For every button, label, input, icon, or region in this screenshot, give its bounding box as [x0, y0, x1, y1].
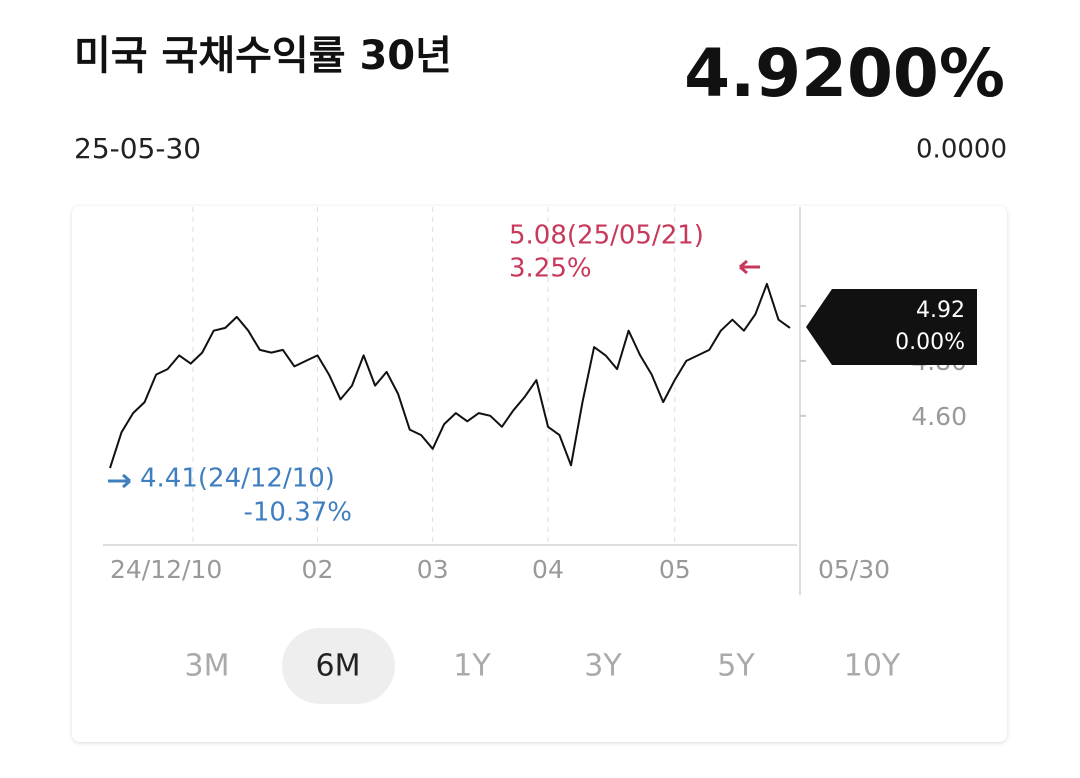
- chart: 4.604.805.0024/12/100203040505/305.08(25…: [109, 207, 977, 584]
- tab[interactable]: 10Y: [844, 649, 901, 684]
- arrow-left: [739, 259, 760, 275]
- price: 4.9200%: [684, 35, 1005, 112]
- x-tick-label: 24/12/10: [110, 555, 222, 584]
- arrow-right: [108, 473, 131, 489]
- last-change: 0.00%: [895, 330, 965, 355]
- x-tick-label: 05: [659, 555, 691, 584]
- high-label: 5.08(25/05/21): [509, 221, 704, 251]
- x-tick-label: 02: [302, 555, 334, 584]
- last-value: 4.92: [916, 298, 965, 323]
- title: 미국 국채수익률 30년: [74, 33, 452, 79]
- last-badge: [806, 289, 977, 365]
- price-line: [109, 282, 791, 469]
- tab[interactable]: 6M: [316, 649, 361, 684]
- change: 0.0000: [916, 135, 1007, 165]
- x-tick-label: 04: [532, 555, 564, 584]
- tab[interactable]: 3Y: [584, 649, 622, 684]
- low-change: -10.37%: [243, 498, 352, 528]
- tab[interactable]: 5Y: [717, 649, 755, 684]
- x-tick-label: 03: [417, 555, 449, 584]
- x-tick-label: 05/30: [818, 555, 890, 584]
- tab[interactable]: 3M: [185, 649, 230, 684]
- card: [72, 206, 1007, 742]
- tabs: 3M 6M 1Y 3Y 5Y 10Y: [185, 628, 901, 704]
- date: 25-05-30: [74, 132, 201, 165]
- high-change: 3.25%: [509, 254, 592, 284]
- tab[interactable]: 1Y: [453, 649, 491, 684]
- y-tick-label: 4.60: [911, 402, 967, 431]
- tab-selected-bg: [282, 628, 395, 704]
- low-label: 4.41(24/12/10): [140, 464, 335, 494]
